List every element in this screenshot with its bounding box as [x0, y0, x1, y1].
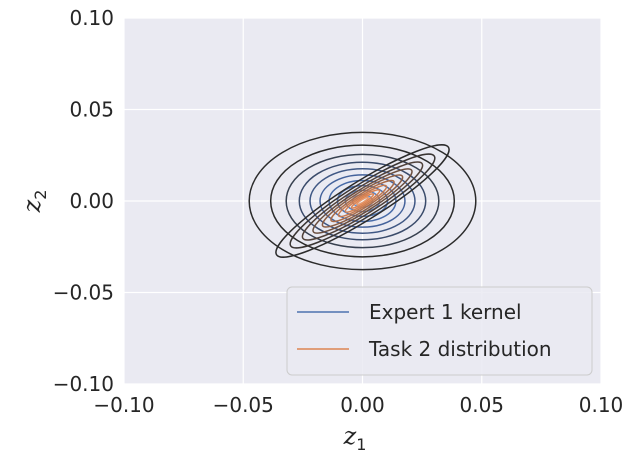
contour-level	[337, 184, 388, 218]
contour-level	[269, 144, 456, 258]
x-axis-label-main: z	[343, 422, 357, 450]
contour-level	[321, 174, 404, 228]
contour-level	[301, 161, 424, 241]
legend: Expert 1 kernel Task 2 distribution	[286, 286, 593, 376]
contour-plot	[248, 131, 477, 271]
x-axis-label: z1	[343, 422, 367, 453]
x-tick-label: −0.10	[93, 393, 154, 417]
y-tick-label: 0.10	[69, 6, 114, 30]
contour-level	[328, 179, 397, 223]
x-tick-label: −0.05	[213, 393, 274, 417]
contour-level	[356, 196, 369, 206]
contour-level	[344, 189, 381, 213]
x-tick-label: 0.00	[340, 393, 385, 417]
contour-level	[285, 153, 440, 249]
y-tick-label: 0.05	[69, 98, 114, 122]
contour-level	[312, 168, 413, 234]
y-tick-label: 0.00	[69, 189, 114, 213]
contour-level	[298, 161, 427, 241]
contour-level	[350, 193, 375, 209]
legend-label-task-2-distribution: Task 2 distribution	[368, 337, 552, 361]
y-axis-label-subscript: 2	[31, 190, 50, 200]
x-tick-label: 0.10	[579, 393, 624, 417]
y-tick-label: −0.05	[53, 281, 114, 305]
y-axis-ticks: −0.10 −0.05 0.00 0.05 0.10	[53, 6, 114, 396]
contour-level	[330, 179, 395, 223]
legend-label-expert-1-kernel: Expert 1 kernel	[369, 300, 522, 324]
x-axis-label-subscript: 1	[356, 435, 366, 453]
contour-level	[275, 144, 450, 258]
y-tick-label: −0.10	[53, 372, 114, 396]
contour-level	[319, 174, 406, 228]
contour-level	[248, 131, 477, 271]
contour-series-1	[275, 144, 450, 258]
contour-level	[309, 168, 416, 234]
legend-box	[286, 286, 593, 376]
y-axis-label: z2	[18, 190, 50, 214]
x-axis-ticks: −0.10 −0.05 0.00 0.05 0.10	[93, 393, 623, 417]
y-axis-label-main: z	[18, 199, 46, 213]
contour-level	[289, 153, 436, 249]
x-tick-label: 0.05	[459, 393, 504, 417]
